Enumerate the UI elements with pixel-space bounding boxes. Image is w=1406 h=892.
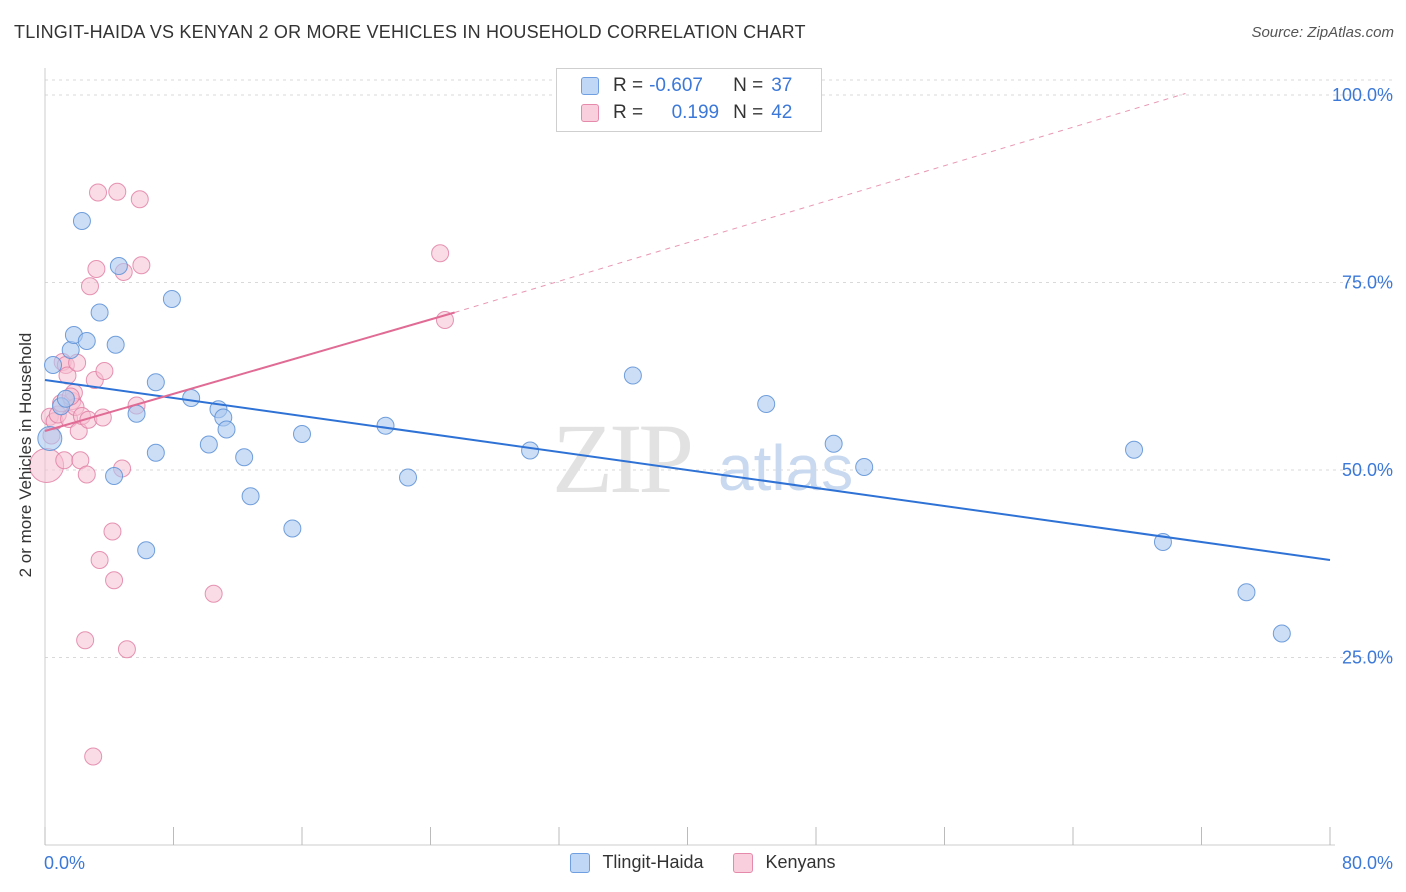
legend-r-label: R =	[613, 75, 644, 96]
point-tlingit-haida	[1272, 624, 1291, 643]
x-tick-label: 80.0%	[1342, 853, 1393, 873]
legend-r-label: R =	[613, 102, 644, 123]
legend-n-value: 37	[771, 75, 793, 96]
point-kenyans	[84, 747, 103, 766]
point-tlingit-haida	[182, 389, 201, 407]
legend-item-kenyans[interactable]: Kenyans	[733, 852, 836, 873]
point-kenyans	[204, 584, 223, 603]
point-tlingit-haida	[235, 448, 254, 467]
legend-r-value: -0.607	[649, 75, 703, 96]
point-kenyans	[117, 640, 136, 659]
y-tick-label: 75.0%	[1342, 273, 1393, 293]
point-tlingit-haida	[855, 458, 874, 476]
x-tick-label: 0.0%	[44, 853, 85, 873]
point-tlingit-haida	[77, 332, 96, 350]
point-kenyans	[431, 244, 450, 263]
point-tlingit-haida	[61, 341, 80, 359]
point-kenyans	[108, 182, 127, 201]
legend-n-value: 42	[771, 102, 793, 123]
point-tlingit-haida	[44, 356, 63, 374]
point-tlingit-haida	[376, 416, 395, 435]
point-tlingit-haida	[293, 425, 311, 443]
gridlines	[45, 79, 1395, 658]
point-tlingit-haida	[217, 420, 236, 439]
point-kenyans	[89, 183, 108, 202]
point-tlingit-haida	[146, 443, 165, 462]
point-tlingit-haida	[241, 487, 260, 506]
point-kenyans	[130, 190, 149, 209]
point-tlingit-haida	[623, 366, 642, 385]
legend-swatch-blue	[570, 852, 591, 873]
point-tlingit-haida	[162, 290, 181, 308]
point-tlingit-haida	[199, 435, 218, 454]
trendline-tlingit-haida	[44, 379, 1331, 561]
point-tlingit-haida	[757, 395, 776, 413]
point-kenyans	[76, 631, 95, 650]
y-tick-label: 25.0%	[1342, 648, 1393, 668]
watermark: ZIP atlas	[552, 403, 853, 514]
point-kenyans	[95, 362, 114, 380]
y-tick-label: 100.0%	[1332, 85, 1393, 105]
point-tlingit-haida	[521, 441, 540, 460]
point-tlingit-haida	[37, 426, 63, 451]
point-tlingit-haida	[283, 519, 302, 538]
point-tlingit-haida	[90, 303, 109, 322]
point-kenyans	[103, 522, 122, 541]
legend-n-label: N =	[733, 75, 764, 96]
point-tlingit-haida	[127, 404, 146, 423]
legend-n-label: N =	[733, 102, 764, 123]
trend-lines	[44, 93, 1331, 561]
point-kenyans	[55, 451, 74, 470]
point-tlingit-haida	[1237, 583, 1256, 602]
legend-swatch-pink	[733, 852, 754, 873]
correlation-legend: R = -0.607 N = 37 R = 0.199 N = 42	[556, 68, 822, 132]
point-tlingit-haida	[109, 257, 128, 275]
point-tlingit-haida	[146, 373, 165, 392]
chart-title: TLINGIT-HAIDA VS KENYAN 2 OR MORE VEHICL…	[14, 22, 806, 42]
trendline-kenyans-extension	[454, 93, 1186, 313]
point-kenyans	[105, 571, 124, 590]
watermark-zip: ZIP	[552, 403, 690, 514]
legend-row-kenyans: R = 0.199 N = 42	[581, 102, 792, 124]
y-tick-label: 50.0%	[1342, 460, 1393, 480]
point-kenyans	[77, 465, 96, 484]
legend-row-tlingit-haida: R = -0.607 N = 37	[581, 75, 792, 97]
point-tlingit-haida	[399, 468, 418, 487]
trendline-kenyans	[44, 311, 455, 432]
series-tlingit-haida	[37, 212, 1291, 643]
legend-label: Kenyans	[765, 852, 836, 872]
point-tlingit-haida	[137, 541, 156, 560]
series-legend: Tlingit-Haida Kenyans	[0, 852, 1406, 873]
point-kenyans	[132, 256, 151, 275]
point-kenyans	[87, 260, 106, 278]
point-tlingit-haida	[105, 467, 124, 485]
point-tlingit-haida	[106, 335, 125, 354]
series-kenyans	[29, 182, 454, 766]
y-axis-label: 2 or more Vehicles in Household	[16, 332, 35, 578]
point-tlingit-haida	[824, 434, 843, 453]
point-tlingit-haida	[56, 389, 75, 408]
point-tlingit-haida	[72, 212, 91, 230]
legend-swatch-pink	[581, 104, 599, 122]
source-label: Source: ZipAtlas.com	[1251, 24, 1394, 41]
legend-label: Tlingit-Haida	[602, 852, 704, 872]
tick-labels: 25.0% 50.0% 75.0% 100.0% 0.0% 80.0%	[44, 85, 1393, 873]
point-tlingit-haida	[1125, 440, 1144, 459]
point-kenyans	[90, 551, 109, 569]
legend-r-value: 0.199	[671, 102, 720, 123]
point-kenyans	[80, 277, 99, 296]
legend-item-tlingit-haida[interactable]: Tlingit-Haida	[570, 852, 703, 873]
legend-swatch-blue	[581, 77, 599, 95]
